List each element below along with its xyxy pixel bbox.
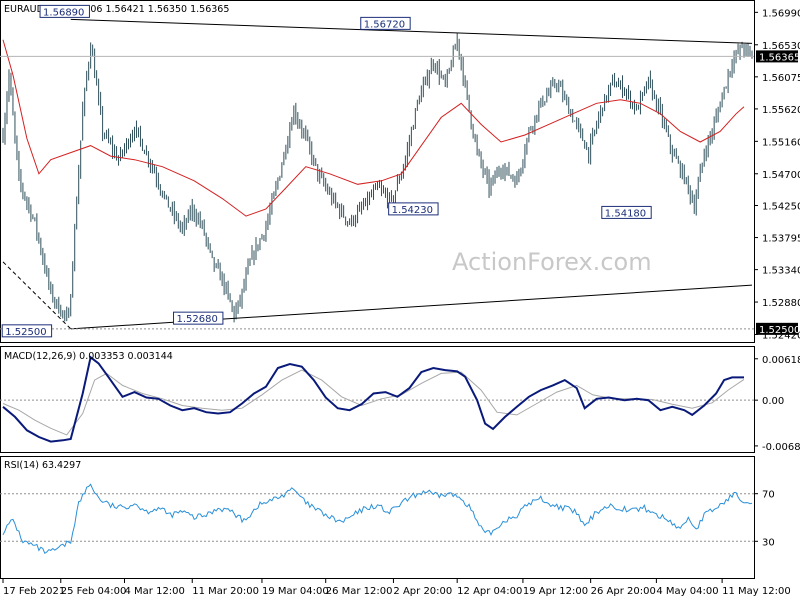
time-tick-label: 26 Mar 12:00 [326,586,393,597]
time-tick-label: 19 Apr 12:00 [523,586,588,597]
price-tick-label: 1.53340 [762,266,800,277]
annotation-box [173,311,224,325]
rsi-tick-label: 70 [762,490,775,501]
rsi-tick-label: 30 [762,537,775,548]
time-tick-label: 25 Feb 04:00 [61,586,127,597]
time-tick-label: 12 Apr 04:00 [457,586,522,597]
trendline-upper [70,18,753,44]
current-price-tag-bg [756,50,798,63]
macd-tick-label: 0.00 [762,396,784,407]
macd-axis: 0.006184 0.00 -0.006837 [754,355,800,453]
time-tick-label: 11 May 12:00 [722,586,791,597]
price-axis: 1.56990 1.56530 1.56075 1.55620 1.55160 1.547… [754,8,800,341]
price-annotation: 1.54230 [388,202,439,216]
macd-line [2,355,744,443]
time-tick-label: 4 Mar 12:00 [125,586,185,597]
price-tick-label: 1.54700 [762,170,800,181]
price-header: EURAUD,H4 1.56406 1.56421 1.56350 1.5636… [4,4,229,15]
price-tick-label: 1.52420 [762,330,800,341]
time-tick-label: 26 Apr 20:00 [591,586,656,597]
price-tick-label: 1.55620 [762,105,800,116]
annotation-box [360,16,411,30]
annotation-label: 1.52500 [5,327,46,338]
support-level-tag-bg [756,322,798,335]
price-tick-label: 1.55160 [762,137,800,148]
price-annotation: 1.52500 [1,324,53,338]
annotation-label: 1.54180 [605,208,646,219]
support-level-tag: 1.52500 [759,325,800,336]
rsi-pane [0,456,755,579]
rsi-line [2,483,753,555]
annotation-label: 1.56890 [43,7,84,18]
price-tick-label: 1.54250 [762,201,800,212]
trendline-projection [2,261,72,330]
time-tick-label: 17 Feb 2021 [3,586,65,597]
time-tick-label: 19 Mar 04:00 [262,586,329,597]
price-annotation: 1.54180 [601,205,652,219]
rsi-axis: 70 30 [754,490,775,548]
price-annotation: 1.56720 [360,16,411,30]
price-tick-label: 1.56990 [762,8,800,19]
time-tick-label: 11 Mar 20:00 [192,586,259,597]
annotation-box [1,324,53,338]
macd-tick-label: -0.006837 [762,442,800,453]
annotation-label: 1.52680 [177,314,218,325]
annotation-box [601,205,652,219]
price-pane [0,0,755,343]
time-tick-label: 4 May 04:00 [656,586,718,597]
watermark: ActionForex.com [452,248,652,276]
moving-average-line [2,39,745,217]
macd-header: MACD(12,26,9) 0.003353 0.003144 [4,351,173,362]
annotation-box [39,4,90,18]
macd-plot [0,355,754,443]
rsi-header: RSI(14) 63.4297 [4,460,81,471]
macd-tick-label: 0.006184 [762,355,800,366]
annotation-box [388,202,439,216]
price-annotation: 1.52680 [173,311,224,325]
annotation-label: 1.56720 [364,19,405,30]
price-annotations: 1.56890 1.56720 1.54230 1.54180 1.52500 1.526… [1,4,652,338]
price-annotation: 1.56890 [39,4,90,18]
price-tick-label: 1.52880 [762,298,800,309]
time-tick-label: 2 Apr 20:00 [393,586,452,597]
rsi-plot [0,483,754,555]
current-price-tag: 1.56365 [759,52,800,63]
price-candles [2,33,753,323]
price-tick-label: 1.53795 [762,234,800,245]
price-tick-label: 1.56530 [762,41,800,52]
price-tick-label: 1.56075 [762,73,800,84]
annotation-label: 1.54230 [392,205,433,216]
